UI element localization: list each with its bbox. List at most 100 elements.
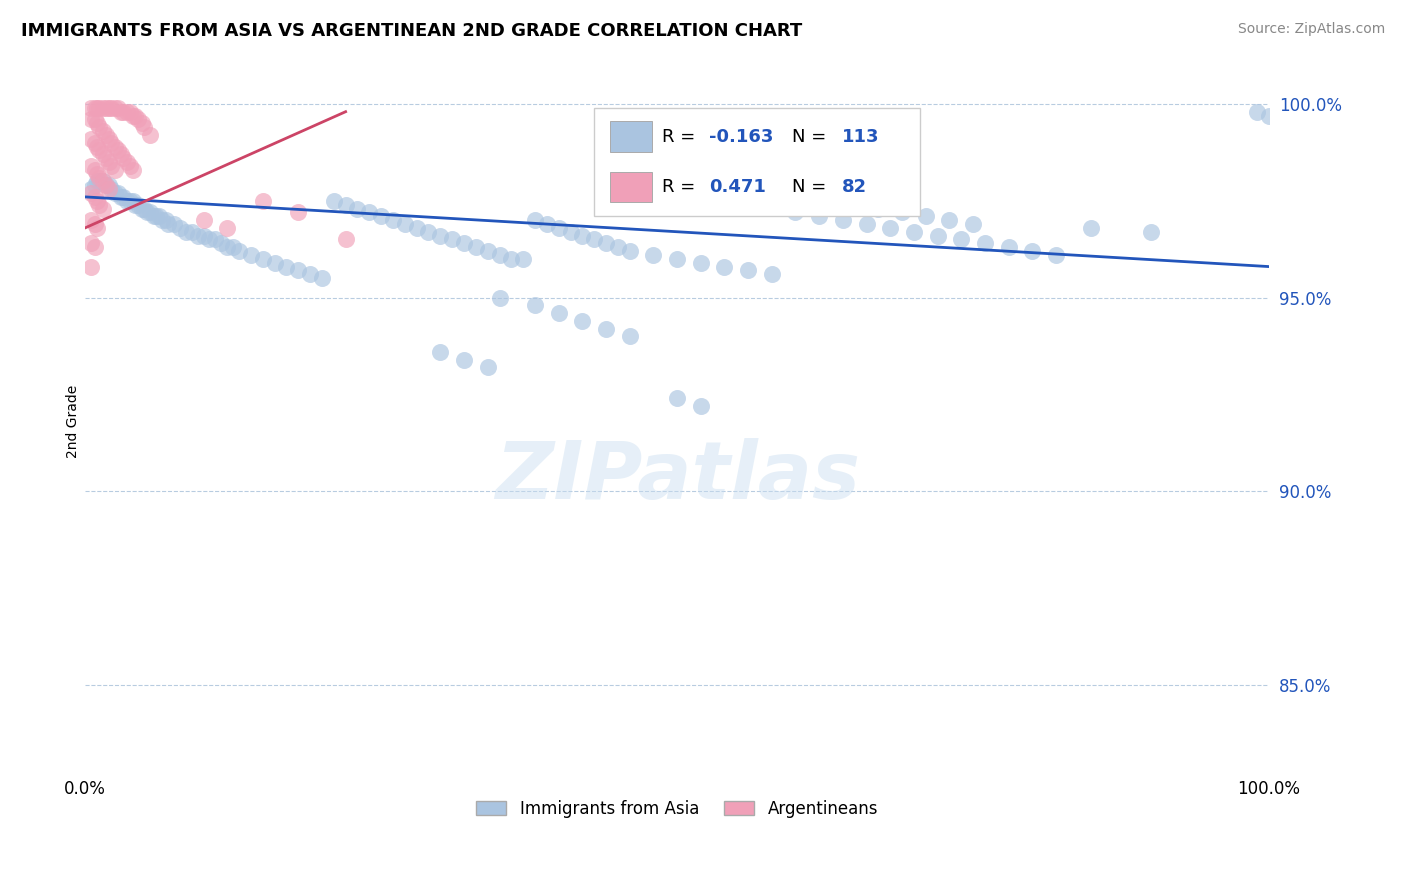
Point <box>120 194 142 208</box>
Point <box>80 260 103 274</box>
Point <box>950 232 973 246</box>
Point <box>148 209 170 223</box>
Point <box>139 128 162 142</box>
Point <box>86 139 108 153</box>
Point <box>100 182 122 196</box>
Point <box>855 217 877 231</box>
Point <box>619 329 641 343</box>
Point <box>547 306 569 320</box>
Point <box>96 101 118 115</box>
Point <box>121 162 143 177</box>
Point <box>501 252 523 266</box>
Point <box>91 174 114 188</box>
Point <box>91 147 114 161</box>
Point <box>121 194 143 208</box>
Point <box>666 391 689 405</box>
Point <box>536 217 558 231</box>
Point <box>927 228 949 243</box>
Point <box>938 213 960 227</box>
Point <box>488 248 510 262</box>
Point <box>96 178 118 193</box>
Y-axis label: 2nd Grade: 2nd Grade <box>66 384 80 458</box>
Point <box>524 213 547 227</box>
Point <box>134 120 156 135</box>
Point <box>477 360 499 375</box>
Point <box>91 101 114 115</box>
Point <box>287 205 309 219</box>
Point <box>193 228 215 243</box>
Point <box>100 159 122 173</box>
Point <box>606 240 628 254</box>
Point <box>86 194 108 208</box>
Point <box>107 144 129 158</box>
Point <box>571 228 593 243</box>
Point <box>619 244 641 259</box>
Point <box>145 209 167 223</box>
Point <box>583 232 606 246</box>
Point <box>80 132 103 146</box>
Point <box>131 116 153 130</box>
Point <box>1139 225 1161 239</box>
Point <box>169 220 191 235</box>
Point <box>86 174 108 188</box>
Point <box>121 109 143 123</box>
Point <box>180 225 202 239</box>
Point <box>381 213 404 227</box>
Point <box>83 190 105 204</box>
Point <box>222 240 245 254</box>
Point <box>124 197 146 211</box>
Point <box>997 240 1019 254</box>
FancyBboxPatch shape <box>610 172 652 202</box>
Point <box>595 236 617 251</box>
Point <box>713 260 735 274</box>
Point <box>359 205 381 219</box>
Point <box>198 232 221 246</box>
Point <box>112 104 135 119</box>
Point <box>80 159 103 173</box>
Point <box>252 194 274 208</box>
Legend: Immigrants from Asia, Argentineans: Immigrants from Asia, Argentineans <box>470 793 884 824</box>
Point <box>1021 244 1043 259</box>
Point <box>96 151 118 165</box>
Point <box>547 220 569 235</box>
Point <box>418 225 440 239</box>
Point <box>163 217 186 231</box>
Point <box>104 101 127 115</box>
Point <box>115 155 138 169</box>
Point <box>488 291 510 305</box>
Point <box>110 147 132 161</box>
Point <box>287 263 309 277</box>
Point <box>89 120 111 135</box>
Text: Source: ZipAtlas.com: Source: ZipAtlas.com <box>1237 22 1385 37</box>
Point <box>335 197 357 211</box>
Point <box>217 220 239 235</box>
Point <box>643 248 665 262</box>
Point <box>91 124 114 138</box>
Point <box>370 209 392 223</box>
Point <box>80 213 103 227</box>
Point <box>127 197 149 211</box>
Point <box>155 213 177 227</box>
Point <box>89 174 111 188</box>
Point <box>239 248 262 262</box>
Point <box>97 132 120 146</box>
Point <box>83 162 105 177</box>
Point <box>89 144 111 158</box>
Text: IMMIGRANTS FROM ASIA VS ARGENTINEAN 2ND GRADE CORRELATION CHART: IMMIGRANTS FROM ASIA VS ARGENTINEAN 2ND … <box>21 22 803 40</box>
Point <box>429 228 451 243</box>
Point <box>97 155 120 169</box>
Point <box>571 314 593 328</box>
FancyBboxPatch shape <box>595 108 920 216</box>
Point <box>1258 109 1281 123</box>
Point <box>429 344 451 359</box>
Point <box>844 197 866 211</box>
Point <box>252 252 274 266</box>
Point <box>115 194 138 208</box>
Point <box>477 244 499 259</box>
Point <box>808 209 831 223</box>
FancyBboxPatch shape <box>610 121 652 152</box>
Point <box>868 202 890 216</box>
Point <box>120 159 142 173</box>
Point <box>91 202 114 216</box>
Point <box>131 202 153 216</box>
